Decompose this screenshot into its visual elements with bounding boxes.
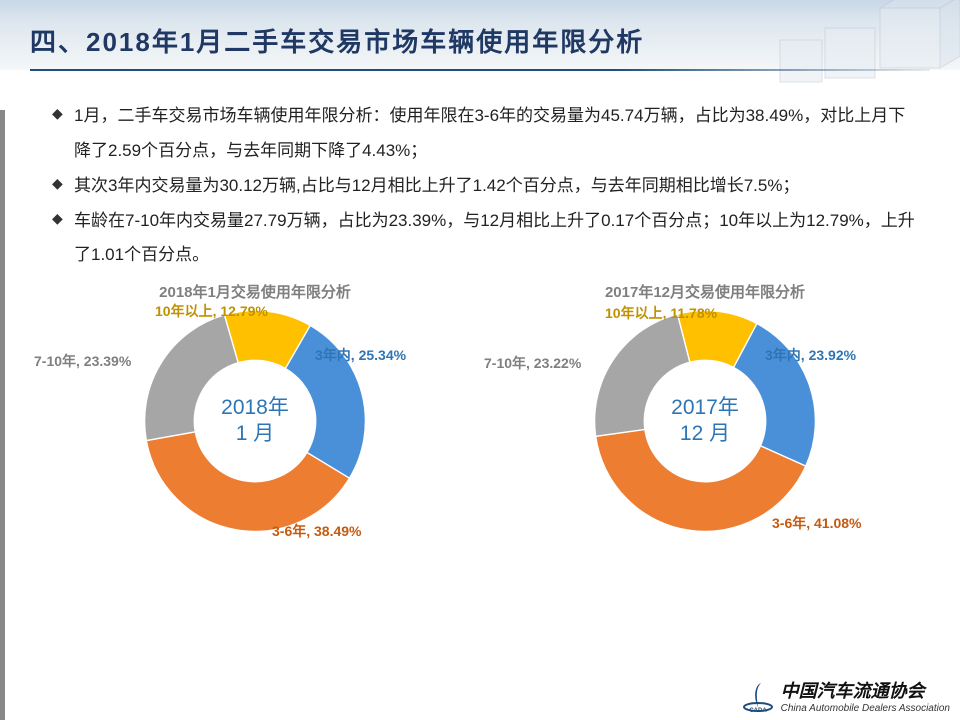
chart-left: 2018年1月交易使用年限分析 2018年 1 月 3年内, 25.34%3-6… [40, 281, 470, 536]
slice-label-7-10: 7-10年, 23.39% [34, 351, 131, 371]
slice-label-10+: 10年以上, 12.79% [155, 301, 268, 321]
svg-text:CADA: CADA [749, 708, 767, 713]
title-bar: 四、2018年1月二手车交易市场车辆使用年限分析 [0, 0, 960, 81]
footer-brand-cn: 中国汽车流通协会 [781, 677, 950, 703]
slice-label-3yr: 3年内, 25.34% [315, 345, 406, 365]
donut-right: 2017年 12 月 [590, 306, 820, 536]
logo-icon: CADA [741, 679, 775, 713]
charts-row: 2018年1月交易使用年限分析 2018年 1 月 3年内, 25.34% 3-6… [0, 273, 960, 536]
chart-left-title: 2018年1月交易使用年限分析 [40, 281, 470, 302]
page-title: 四、2018年1月二手车交易市场车辆使用年限分析 [30, 22, 930, 59]
donut-left-center: 2018年 1 月 [221, 395, 289, 448]
center-line2: 12 月 [671, 421, 739, 447]
footer: CADA 中国汽车流通协会 China Automobile Dealers A… [741, 677, 950, 714]
bullet-item: 其次3年内交易量为30.12万辆,占比与12月相比上升了1.42个百分点，与去年… [52, 169, 918, 204]
bullet-item: 1月，二手车交易市场车辆使用年限分析：使用年限在3-6年的交易量为45.74万辆… [52, 99, 918, 169]
center-line1: 2018年 [221, 395, 289, 421]
slice-label-7-10: 7-10年, 23.22% [484, 353, 581, 373]
bullet-list: 1月，二手车交易市场车辆使用年限分析：使用年限在3-6年的交易量为45.74万辆… [0, 81, 960, 273]
chart-right-title: 2017年12月交易使用年限分析 [490, 281, 920, 302]
slice-label-3yr: 3年内, 23.92% [765, 345, 856, 365]
slice-label-10+: 10年以上, 11.78% [605, 303, 717, 323]
footer-brand-en: China Automobile Dealers Association [781, 703, 950, 714]
center-line2: 1 月 [221, 421, 289, 447]
center-line1: 2017年 [671, 395, 739, 421]
bullet-item: 车龄在7-10年内交易量27.79万辆，占比为23.39%，与12月相比上升了0… [52, 204, 918, 274]
chart-right: 2017年12月交易使用年限分析 2017年 12 月 3年内, 23.92% 3… [490, 281, 920, 536]
slice-label-3-6: 3-6年, 41.08% [772, 513, 862, 533]
slice-label-3-6: 3-6年, 38.49% [272, 521, 362, 541]
donut-left: 2018年 1 月 [140, 306, 370, 536]
title-rule [30, 69, 930, 71]
donut-right-center: 2017年 12 月 [671, 395, 739, 448]
